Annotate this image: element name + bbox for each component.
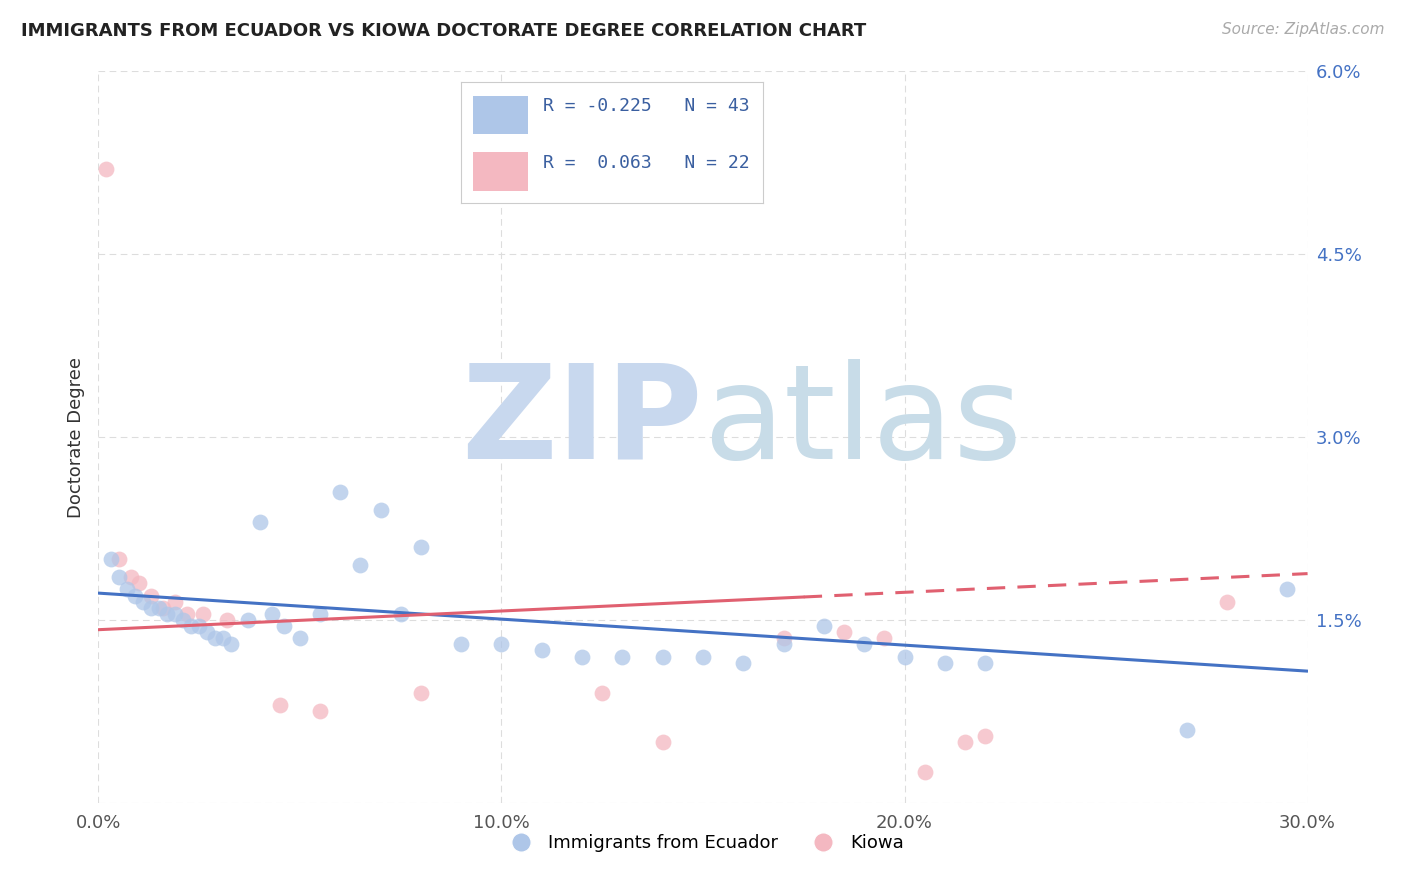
Point (1216, 595, 1239, 609)
Point (914, 765, 936, 780)
Point (329, 485, 352, 500)
Y-axis label: Doctorate Degree: Doctorate Degree (66, 357, 84, 517)
Point (163, 607, 186, 621)
Point (269, 698, 291, 713)
Point (204, 632, 226, 646)
Point (934, 656, 956, 670)
Point (148, 600, 170, 615)
Point (974, 729, 997, 743)
Point (260, 607, 283, 621)
Point (124, 589, 146, 603)
Point (107, 552, 129, 566)
Point (953, 735, 976, 749)
Point (288, 632, 311, 646)
Point (128, 576, 150, 591)
Point (591, 686, 613, 700)
Point (813, 619, 835, 633)
Point (309, 705, 332, 719)
Point (692, 649, 714, 664)
Point (107, 570, 129, 584)
Point (370, 503, 392, 517)
Point (651, 735, 673, 749)
Point (236, 613, 259, 627)
Point (309, 607, 332, 621)
Point (249, 516, 271, 530)
Point (733, 656, 755, 670)
Point (132, 595, 155, 609)
Point (188, 619, 211, 633)
Point (120, 570, 142, 584)
Point (450, 637, 472, 651)
Point (853, 637, 876, 651)
Point (221, 637, 243, 651)
Point (1277, 582, 1299, 597)
Point (152, 600, 174, 615)
Point (1175, 723, 1198, 737)
Point (156, 607, 179, 621)
Point (180, 619, 202, 633)
Point (893, 649, 915, 664)
Text: Source: ZipAtlas.com: Source: ZipAtlas.com (1222, 22, 1385, 37)
Point (273, 619, 295, 633)
Point (491, 637, 513, 651)
Point (571, 649, 593, 664)
Point (772, 637, 794, 651)
Point (409, 540, 432, 554)
Point (651, 649, 673, 664)
Point (115, 582, 138, 597)
Point (212, 632, 235, 646)
Text: IMMIGRANTS FROM ECUADOR VS KIOWA DOCTORATE DEGREE CORRELATION CHART: IMMIGRANTS FROM ECUADOR VS KIOWA DOCTORA… (21, 22, 866, 40)
Point (530, 643, 553, 657)
Point (974, 656, 997, 670)
Point (409, 686, 432, 700)
Point (832, 625, 855, 640)
Point (772, 632, 794, 646)
Point (349, 558, 371, 573)
Point (195, 625, 218, 640)
Point (176, 607, 198, 621)
Point (96, 161, 118, 176)
Legend: Immigrants from Ecuador, Kiowa: Immigrants from Ecuador, Kiowa (495, 827, 911, 860)
Point (100, 552, 122, 566)
Text: atlas: atlas (703, 359, 1022, 486)
Point (873, 632, 896, 646)
Point (193, 607, 215, 621)
Point (612, 649, 634, 664)
Point (139, 589, 162, 603)
Point (612, 125, 634, 139)
Point (389, 607, 412, 621)
Point (139, 600, 162, 615)
Point (163, 595, 186, 609)
Point (172, 613, 194, 627)
Point (217, 613, 239, 627)
Text: ZIP: ZIP (461, 359, 703, 486)
